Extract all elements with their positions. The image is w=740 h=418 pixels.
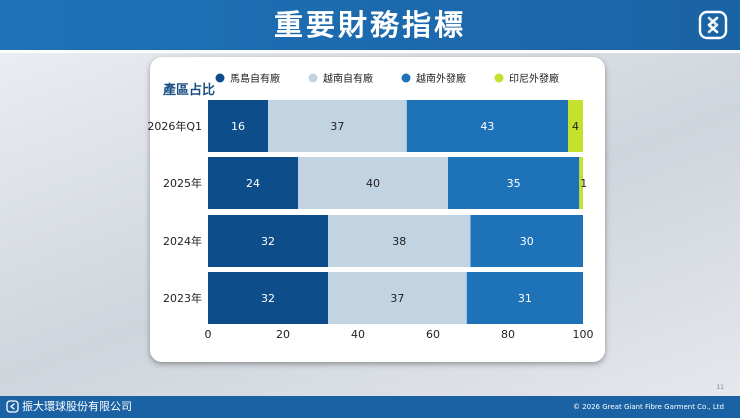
category-label: 2025年 — [163, 176, 202, 190]
bar-value-label: 32 — [261, 292, 275, 305]
company-mark-icon — [6, 400, 19, 413]
bar-value-label: 1 — [580, 177, 587, 190]
bar-value-label: 31 — [518, 292, 532, 305]
bar-segment — [208, 215, 328, 267]
bar-value-label: 40 — [366, 177, 380, 190]
bar-segment — [268, 100, 407, 152]
x-tick-label: 80 — [501, 328, 515, 341]
copyright-text: © 2026 Great Giant Fibre Garment Co., Lt… — [572, 403, 724, 411]
legend-label: 印尼外發廠 — [509, 72, 559, 85]
bar-value-label: 37 — [330, 120, 344, 133]
category-label: 2026年Q1 — [147, 119, 202, 133]
bar-segment — [579, 157, 583, 209]
bar-value-label: 38 — [392, 235, 406, 248]
category-label: 2023年 — [163, 291, 202, 305]
bar-segment — [328, 272, 467, 324]
bar-value-label: 16 — [231, 120, 245, 133]
x-tick-label: 60 — [426, 328, 440, 341]
legend-label: 馬島自有廠 — [230, 72, 280, 85]
chart-title: 產區占比 — [162, 82, 215, 98]
bar-segment — [328, 215, 471, 267]
bar-segment — [466, 272, 583, 324]
bar-segment — [208, 100, 268, 152]
bar-segment — [208, 272, 328, 324]
legend-label: 越南外發廠 — [416, 72, 466, 85]
x-tick-label: 40 — [351, 328, 365, 341]
bar-value-label: 30 — [520, 235, 534, 248]
bar-segment — [298, 157, 448, 209]
category-label: 2024年 — [163, 234, 202, 248]
footer-bar — [0, 396, 740, 418]
bar-value-label: 4 — [572, 120, 579, 133]
legend-marker — [494, 73, 504, 83]
page-number: 11 — [716, 384, 724, 391]
x-tick-label: 0 — [205, 328, 212, 341]
bar-value-label: 37 — [390, 292, 404, 305]
bar-segment — [470, 215, 583, 267]
header-bar — [0, 0, 740, 53]
bar-segment — [406, 100, 568, 152]
bar-segment — [568, 100, 583, 152]
x-tick-label: 100 — [573, 328, 594, 341]
bar-segment — [208, 157, 298, 209]
bar-value-label: 32 — [261, 235, 275, 248]
legend-marker — [401, 73, 411, 83]
legend-marker — [308, 73, 318, 83]
bar-value-label: 35 — [507, 177, 521, 190]
legend-label: 越南自有廠 — [323, 72, 373, 85]
slide-title: 重要財務指標 — [273, 8, 466, 42]
company-logo-icon — [698, 10, 728, 40]
legend-marker — [215, 73, 225, 83]
bar-value-label: 24 — [246, 177, 260, 190]
bar-value-label: 43 — [480, 120, 494, 133]
bar-segment — [448, 157, 580, 209]
x-tick-label: 20 — [276, 328, 290, 341]
company-name: 振大環球股份有限公司 — [22, 400, 132, 413]
